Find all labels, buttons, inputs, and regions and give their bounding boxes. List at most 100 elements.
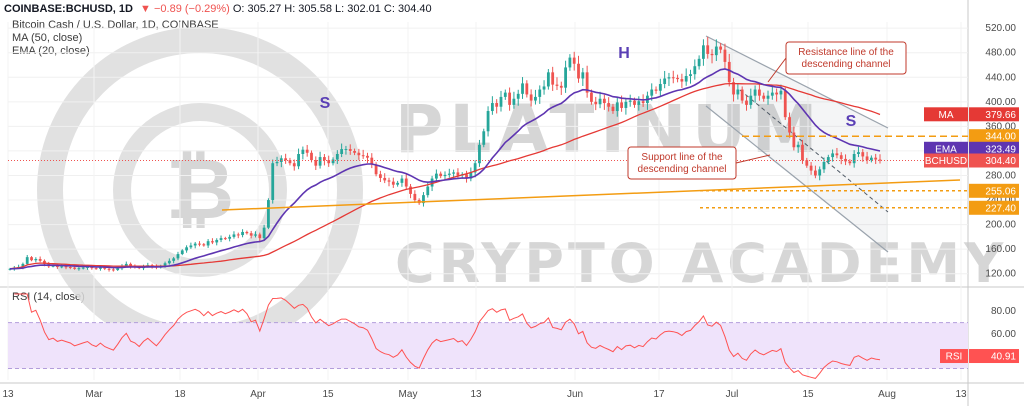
candle: [680, 73, 684, 88]
candle-body: [848, 161, 852, 164]
candle-body: [521, 83, 524, 94]
price-tick-label: 480.00: [985, 48, 1016, 59]
candle-body: [490, 103, 494, 112]
candle: [323, 154, 326, 166]
candle-body: [404, 178, 408, 187]
candle: [813, 165, 817, 179]
candle: [521, 77, 524, 99]
candle-body: [719, 46, 723, 50]
price-tick-label: 120.00: [985, 269, 1016, 280]
candle: [288, 157, 292, 166]
candle: [262, 224, 266, 241]
candle-body: [30, 257, 33, 261]
candle: [387, 177, 391, 187]
candle-body: [271, 163, 275, 201]
candle: [529, 89, 533, 107]
candle-body: [740, 89, 744, 101]
candle: [348, 144, 352, 155]
candle: [391, 177, 395, 188]
candle-body: [706, 45, 710, 54]
candle-body: [874, 157, 878, 160]
candle: [335, 150, 339, 165]
ema-line: [9, 68, 881, 270]
rsi-tick-label: 60.00: [991, 329, 1016, 340]
candle: [671, 70, 675, 84]
candle-body: [318, 157, 322, 166]
candle: [25, 254, 29, 266]
price-tick-label: 280.00: [985, 170, 1016, 181]
candle-body: [611, 106, 615, 112]
candle: [512, 91, 516, 109]
price-tag-name: EMA: [935, 144, 957, 155]
candle-body: [189, 245, 193, 248]
candle: [443, 171, 447, 181]
candle-body: [275, 161, 279, 164]
candle-body: [198, 243, 201, 245]
candle-body: [34, 258, 38, 261]
candle-body: [869, 157, 873, 161]
candle: [267, 198, 270, 230]
candle: [723, 43, 727, 69]
candle: [762, 92, 766, 102]
candle-body: [736, 89, 740, 95]
candle-body: [783, 90, 787, 118]
candle: [607, 97, 611, 112]
candle: [193, 241, 197, 249]
candle-body: [538, 89, 542, 97]
rsi-line: [14, 293, 881, 379]
candle: [534, 89, 537, 105]
candle: [637, 96, 641, 111]
candle: [689, 69, 692, 84]
time-tick-label: 17: [653, 389, 665, 400]
candle-body: [469, 172, 473, 179]
candle: [172, 256, 176, 264]
candle-body: [129, 263, 132, 267]
candle-body: [297, 154, 300, 167]
overlays: [8, 68, 968, 270]
candle: [852, 150, 856, 168]
candle: [245, 230, 249, 235]
candle: [758, 83, 761, 101]
support-trendline: [221, 179, 961, 211]
price-tag-name: BCHUSD: [925, 156, 967, 167]
channel-midline: [739, 89, 889, 213]
candle-body: [94, 268, 98, 270]
candle: [753, 85, 757, 103]
candle: [796, 141, 800, 153]
candle-body: [452, 172, 456, 174]
candle-body: [86, 266, 89, 268]
price-tick-label: 400.00: [985, 97, 1016, 108]
candle-body: [378, 174, 382, 178]
candle: [831, 149, 835, 162]
price-tag-name-bg: [924, 153, 968, 168]
candle-body: [590, 92, 593, 102]
rsi-tag-value: 40.91: [991, 352, 1016, 363]
candle: [788, 112, 791, 138]
candle-body: [228, 236, 232, 239]
candle: [314, 156, 318, 171]
candle-body: [335, 154, 339, 160]
candle: [258, 232, 262, 242]
candle-body: [124, 263, 128, 266]
candle-body: [555, 84, 559, 86]
candle-body: [361, 155, 365, 157]
candle-body: [805, 160, 809, 166]
candle-body: [366, 155, 369, 158]
candle: [572, 51, 576, 71]
candle-body: [671, 77, 675, 79]
candle-body: [284, 158, 288, 161]
candle-body: [546, 72, 550, 87]
candle: [861, 149, 865, 162]
time-tick-label: Apr: [250, 389, 266, 400]
candle: [357, 148, 361, 160]
level-tag-bg: [969, 200, 1019, 215]
candle: [706, 36, 710, 59]
candle: [340, 143, 344, 158]
candle-body: [658, 84, 662, 91]
candle: [835, 147, 839, 159]
candle-body: [714, 46, 718, 56]
candle-body: [598, 98, 602, 105]
candle: [413, 190, 417, 203]
candle-body: [387, 180, 391, 182]
candle: [551, 66, 555, 91]
